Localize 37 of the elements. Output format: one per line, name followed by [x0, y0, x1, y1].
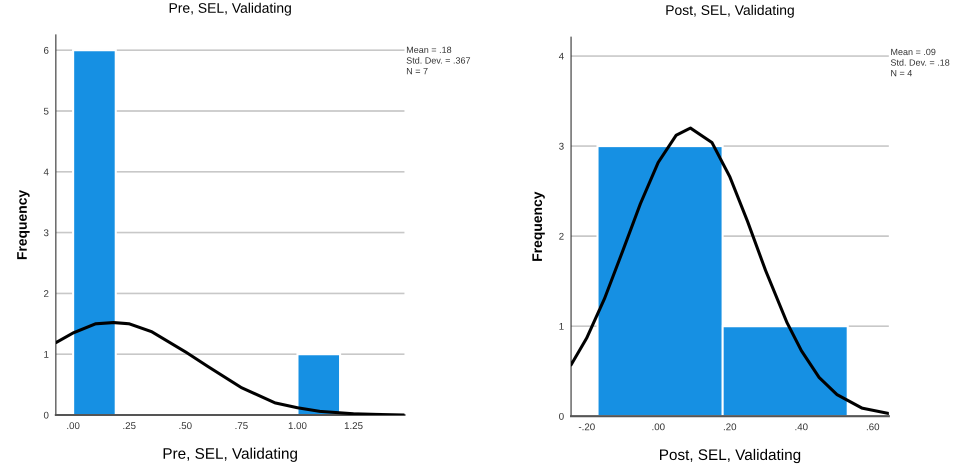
x-axis-title: Pre, SEL, Validating [164, 448, 297, 462]
x-tick-label: 1.00 [288, 422, 307, 430]
y-tick-label: 1 [559, 323, 564, 330]
x-tick-label: .75 [236, 422, 248, 430]
y-tick-label: 6 [44, 46, 48, 54]
text: Mean = .18 [406, 46, 452, 54]
x-tick-label: .25 [123, 422, 136, 430]
x-axis-title: Post, SEL, Validating [660, 448, 800, 464]
x-tick-label: .40 [795, 423, 808, 430]
chart-title: Pre, SEL, Validating [170, 2, 291, 16]
line-series [56, 321, 404, 415]
y-tick-label: 2 [559, 232, 564, 240]
text: Std. Dev. = .18 [890, 59, 950, 66]
y-tick-label: 5 [44, 108, 48, 115]
x-tick-label: .00 [67, 422, 80, 430]
y-axis-title: Frequency [532, 192, 545, 261]
y-tick-label: 3 [559, 142, 564, 150]
y-tick-label: 4 [558, 52, 564, 60]
chart-title: Post, SEL, Validating [666, 4, 794, 18]
text: Mean = .09 [891, 48, 936, 56]
x-tick-label: .00 [652, 423, 665, 430]
x-tick-label: 1.25 [344, 422, 363, 430]
x-tick-label: .60 [866, 423, 880, 430]
text: N = 4 [891, 70, 912, 76]
y-tick-label: 1 [44, 351, 48, 358]
y-tick-label: 2 [44, 290, 48, 297]
line-series [571, 126, 889, 416]
y-tick-label: 3 [44, 229, 48, 236]
x-tick-label: -.20 [578, 423, 595, 430]
y-axis-title: Frequency [17, 190, 30, 260]
x-tick-label: .20 [724, 423, 736, 430]
y-tick-label: 0 [44, 412, 49, 419]
y-tick-label: 4 [44, 168, 49, 176]
x-tick-label: .50 [179, 422, 192, 430]
y-tick-label: 0 [559, 412, 564, 420]
text: Std. Dev. = .367 [406, 57, 470, 64]
text: N = 7 [406, 68, 428, 74]
